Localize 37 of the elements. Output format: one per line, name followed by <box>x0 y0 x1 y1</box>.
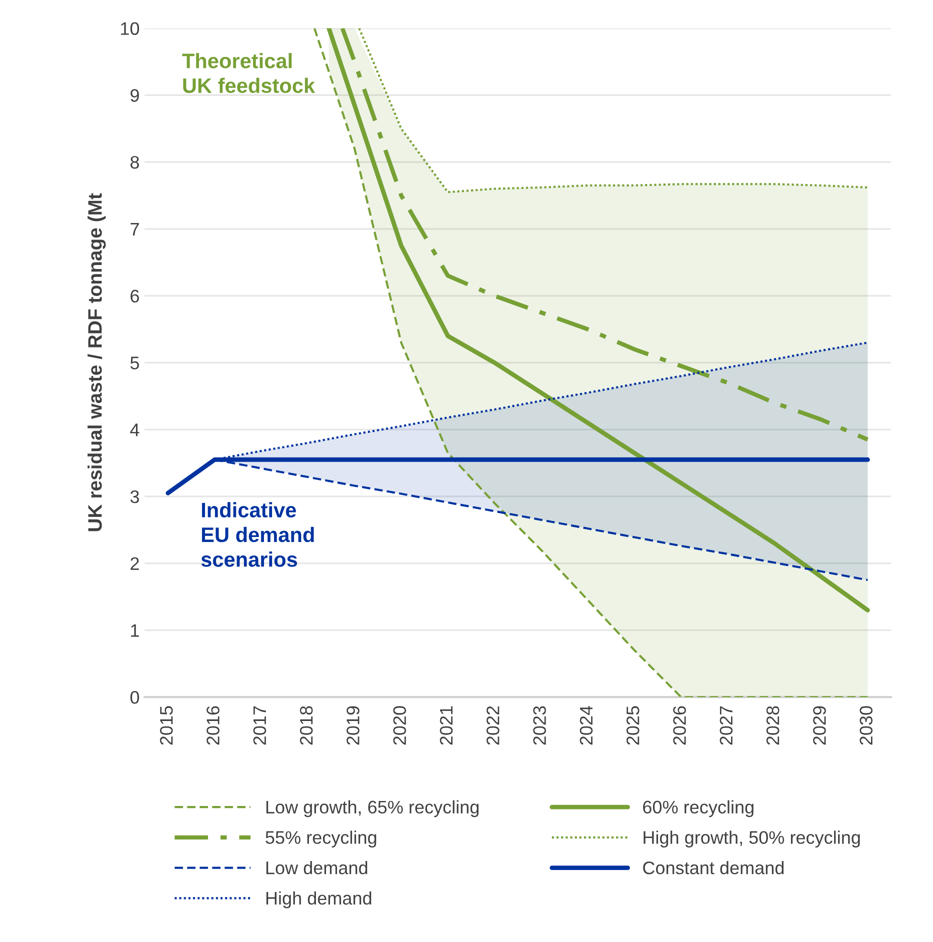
x-tick-label: 2026 <box>673 706 686 745</box>
legend-label: 60% recycling <box>643 800 754 818</box>
y-tick-label: 5 <box>130 356 139 370</box>
x-tick-label: 2028 <box>766 706 780 745</box>
x-tick-label: 2023 <box>533 706 546 745</box>
y-axis-title: UK residual waste / RDF tonnage (Mt <box>88 193 106 532</box>
x-tick-label: 2029 <box>813 706 826 745</box>
legend-label: 55% recycling <box>266 830 376 848</box>
x-tick-label: 2016 <box>206 706 220 745</box>
x-tick-label: 2018 <box>300 706 313 745</box>
x-tick-label: 2025 <box>626 706 640 745</box>
x-tick-label: 2022 <box>486 706 500 745</box>
x-tick-label: 2024 <box>580 706 593 745</box>
y-tick-label: 1 <box>131 624 139 637</box>
y-tick-label: 0 <box>130 691 140 704</box>
y-tick-label: 7 <box>130 223 139 236</box>
legend-label: Low demand <box>266 861 368 874</box>
y-tick-label: 8 <box>130 156 139 169</box>
y-tick-label: 9 <box>130 89 139 102</box>
x-tick-label: 2020 <box>393 706 406 745</box>
annotation: Indicative EU demand scenarios <box>201 502 314 567</box>
legend-label: Constant demand <box>643 861 784 874</box>
x-tick-label: 2027 <box>720 706 733 745</box>
x-tick-label: 2030 <box>860 706 873 745</box>
y-tick-label: 6 <box>130 290 139 303</box>
x-tick-label: 2015 <box>160 706 173 745</box>
y-tick-label: 4 <box>130 424 140 436</box>
y-tick-label: 2 <box>130 557 139 570</box>
y-tick-label: 3 <box>130 490 139 504</box>
legend-label: Low growth, 65% recycling <box>266 800 479 818</box>
y-tick-label: 10 <box>121 22 140 35</box>
x-tick-label: 2017 <box>253 706 266 745</box>
x-tick-label: 2019 <box>346 706 360 745</box>
annotation: Theoretical UK feedstock <box>182 53 316 94</box>
legend-label: High demand <box>266 891 372 908</box>
legend-label: High growth, 50% recycling <box>644 830 860 848</box>
x-tick-label: 2021 <box>440 706 453 745</box>
